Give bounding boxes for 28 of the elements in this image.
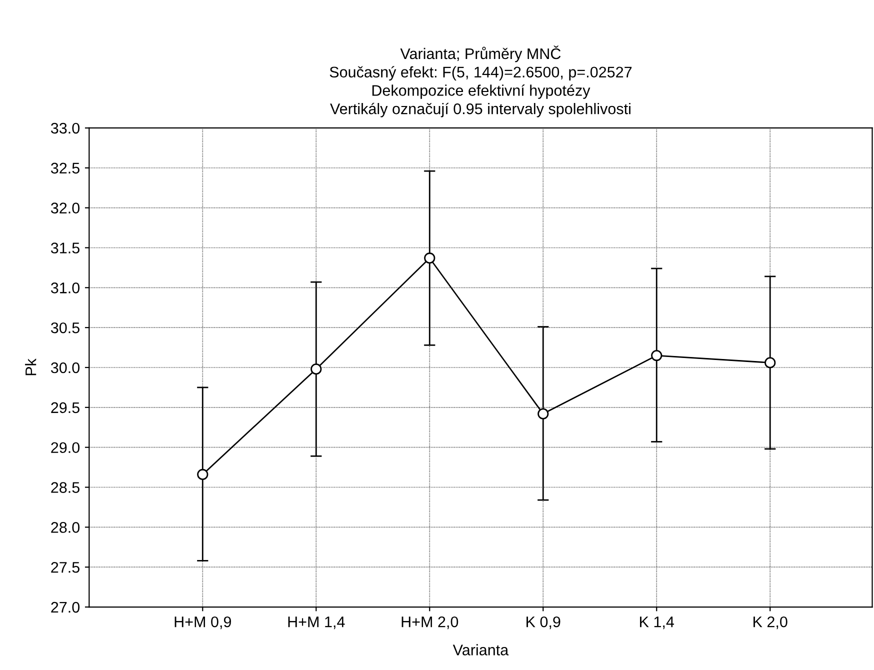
point — [538, 408, 549, 420]
y-tick-label: 29.5 — [51, 402, 80, 414]
y-tick-label: 30.5 — [50, 322, 80, 334]
x-axis-title: Varianta — [452, 644, 509, 656]
y-tick-label: 32.5 — [50, 162, 80, 174]
point — [651, 350, 662, 362]
y-tick-label: 31.0 — [50, 282, 80, 294]
y-tick-label: 28.0 — [51, 522, 80, 533]
y-axis-title: Pk — [25, 358, 36, 376]
y-tick-label: 32.0 — [50, 202, 80, 214]
x-tick-label: H+M 1,4 — [288, 616, 345, 630]
chart-title: Varianta; Průměry MNČ Současný efekt: F(5, 144)=2.6500, p=.02527 Dekompozice efektivní hypotézy Vertikály označují 0.95 intervaly spolehlivosti — [330, 46, 632, 118]
y-tick-label: 27.5 — [51, 562, 80, 573]
y-tick-label: 30.0 — [50, 362, 80, 374]
point — [310, 364, 322, 375]
y-tick-label: 29.0 — [51, 442, 80, 454]
x-tick-label: H+M 0,9 — [174, 616, 231, 630]
y-tick-label: 33.0 — [50, 122, 80, 134]
point — [197, 468, 208, 480]
point — [764, 357, 776, 368]
x-tick-label: K 2,0 — [754, 616, 788, 630]
x-tick-label: H+M 2,0 — [402, 616, 458, 630]
y-tick-label: 28.5 — [51, 482, 80, 493]
y-tick-label: 27.0 — [51, 602, 80, 613]
point — [424, 252, 436, 264]
x-tick-label: K 1,4 — [640, 616, 674, 630]
x-tick-label: K 0,9 — [526, 616, 560, 630]
y-tick-label: 31.5 — [50, 242, 80, 254]
